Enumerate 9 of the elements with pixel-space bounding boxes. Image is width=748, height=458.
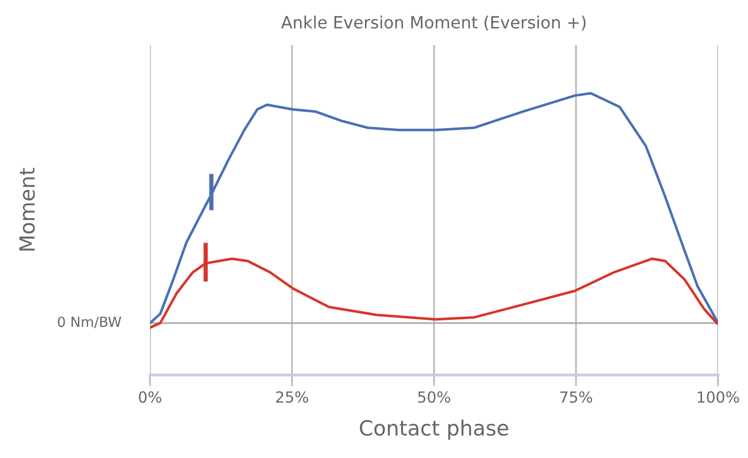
x-axis-title: Contact phase — [360, 420, 508, 440]
x-tick-label: 75% — [560, 391, 592, 403]
x-tick-label: 0% — [138, 391, 162, 403]
ref-line-label: 0 Nm/BW — [58, 316, 122, 328]
chart-title: Ankle Eversion Moment (Eversion +) — [281, 16, 586, 31]
y-axis-title: Moment — [19, 168, 35, 251]
x-tick-label: 100% — [698, 391, 739, 403]
x-tick-label: 25% — [276, 391, 308, 403]
x-tick-label: 50% — [418, 391, 450, 403]
